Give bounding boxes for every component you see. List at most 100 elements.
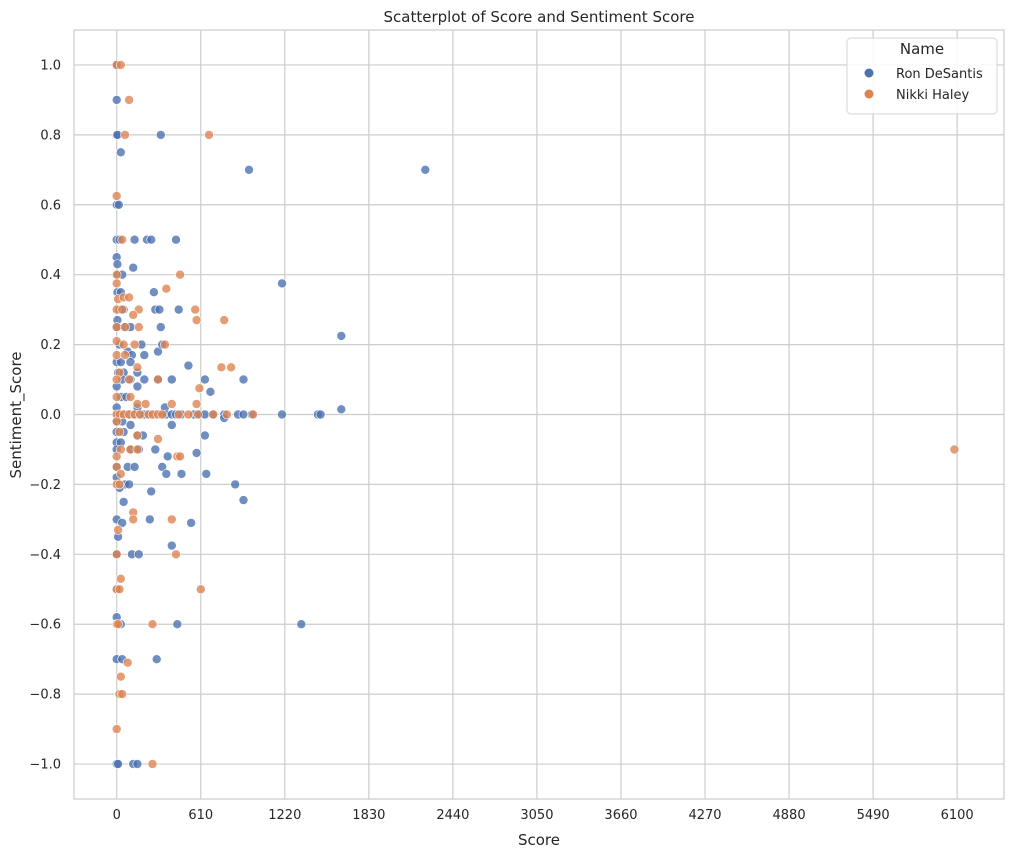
- data-point: [129, 234, 140, 245]
- data-point: [216, 362, 227, 373]
- y-axis-title: Sentiment_Score: [7, 351, 26, 478]
- data-point: [117, 518, 127, 528]
- data-point: [120, 322, 130, 332]
- data-point: [183, 360, 194, 371]
- data-point: [129, 462, 140, 472]
- data-point: [113, 525, 123, 535]
- y-tick-label: −0.2: [29, 478, 61, 493]
- data-point: [171, 234, 181, 245]
- data-point: [125, 420, 136, 430]
- data-point: [336, 331, 347, 341]
- data-point: [162, 451, 173, 462]
- data-point: [173, 409, 184, 420]
- legend-title: Name: [900, 40, 944, 58]
- data-point: [132, 381, 143, 392]
- x-tick-label: 1830: [352, 808, 385, 823]
- data-point: [117, 304, 127, 315]
- data-point: [226, 362, 236, 373]
- data-point: [160, 339, 170, 350]
- data-point: [149, 287, 159, 298]
- data-point: [135, 409, 145, 420]
- x-tick-label: 2440: [436, 808, 469, 823]
- data-point: [116, 60, 126, 70]
- legend-box: [846, 37, 998, 115]
- x-axis-title: Score: [518, 831, 560, 849]
- data-point: [153, 346, 163, 357]
- data-point: [112, 259, 123, 270]
- x-tick-label: 3660: [604, 808, 637, 823]
- data-point: [111, 392, 122, 402]
- data-point: [111, 724, 122, 734]
- data-point: [124, 95, 134, 105]
- x-tick-label: 5490: [857, 808, 890, 823]
- data-point: [117, 234, 127, 245]
- x-tick-label: 3050: [520, 808, 553, 823]
- data-point: [156, 322, 166, 332]
- data-point: [248, 409, 258, 420]
- y-tick-label: −1.0: [29, 758, 61, 773]
- data-point: [167, 399, 177, 409]
- data-point: [128, 262, 138, 273]
- data-points: [111, 60, 960, 769]
- data-point: [122, 657, 133, 668]
- data-point: [113, 619, 123, 630]
- data-point: [140, 399, 151, 409]
- data-point: [154, 304, 165, 315]
- data-point: [183, 409, 194, 420]
- data-point: [117, 689, 127, 699]
- data-point: [161, 283, 172, 294]
- data-point: [205, 386, 216, 397]
- data-point: [124, 374, 134, 385]
- data-point: [114, 584, 125, 595]
- data-point: [132, 362, 143, 373]
- data-point: [157, 462, 167, 472]
- data-point: [120, 350, 130, 360]
- data-point: [153, 434, 163, 444]
- y-tick-label: 0.4: [40, 268, 61, 283]
- data-point: [132, 444, 143, 455]
- data-point: [116, 357, 126, 367]
- x-tick-label: 6100: [941, 808, 974, 823]
- data-point: [208, 409, 218, 420]
- data-point: [167, 540, 177, 551]
- data-point: [118, 497, 129, 507]
- data-point: [139, 374, 150, 385]
- data-point: [201, 469, 212, 479]
- y-tick-label: 0.8: [40, 128, 61, 143]
- data-point: [116, 147, 126, 158]
- data-point: [125, 392, 136, 402]
- data-point: [167, 420, 177, 430]
- data-point: [150, 444, 161, 455]
- data-point: [111, 269, 122, 280]
- data-point: [111, 416, 122, 427]
- y-tick-label: −0.6: [29, 618, 61, 633]
- data-point: [238, 374, 249, 385]
- data-point: [124, 479, 134, 490]
- data-point: [230, 479, 240, 490]
- data-point: [161, 469, 172, 479]
- data-point: [118, 339, 129, 350]
- legend: Name Ron DeSantis Nikki Haley: [846, 37, 998, 115]
- data-point: [134, 322, 144, 332]
- data-point: [191, 448, 202, 458]
- data-point: [172, 619, 183, 630]
- data-point: [113, 759, 123, 769]
- y-tick-label: 0.2: [40, 338, 61, 353]
- data-point: [116, 573, 126, 584]
- data-point: [191, 315, 202, 325]
- data-point: [129, 339, 140, 350]
- series-nikki-haley: [111, 60, 960, 769]
- data-point: [315, 409, 326, 420]
- data-point: [277, 278, 287, 289]
- data-point: [244, 165, 254, 175]
- y-tick-label: 1.0: [40, 58, 61, 73]
- data-point: [176, 469, 187, 479]
- data-point: [191, 399, 202, 409]
- legend-label-nikki-haley: Nikki Haley: [896, 88, 969, 103]
- data-point: [114, 427, 125, 437]
- y-tick-label: −0.4: [29, 548, 61, 563]
- x-tick-label: 4270: [688, 808, 721, 823]
- data-point: [175, 451, 185, 462]
- data-point: [146, 234, 156, 245]
